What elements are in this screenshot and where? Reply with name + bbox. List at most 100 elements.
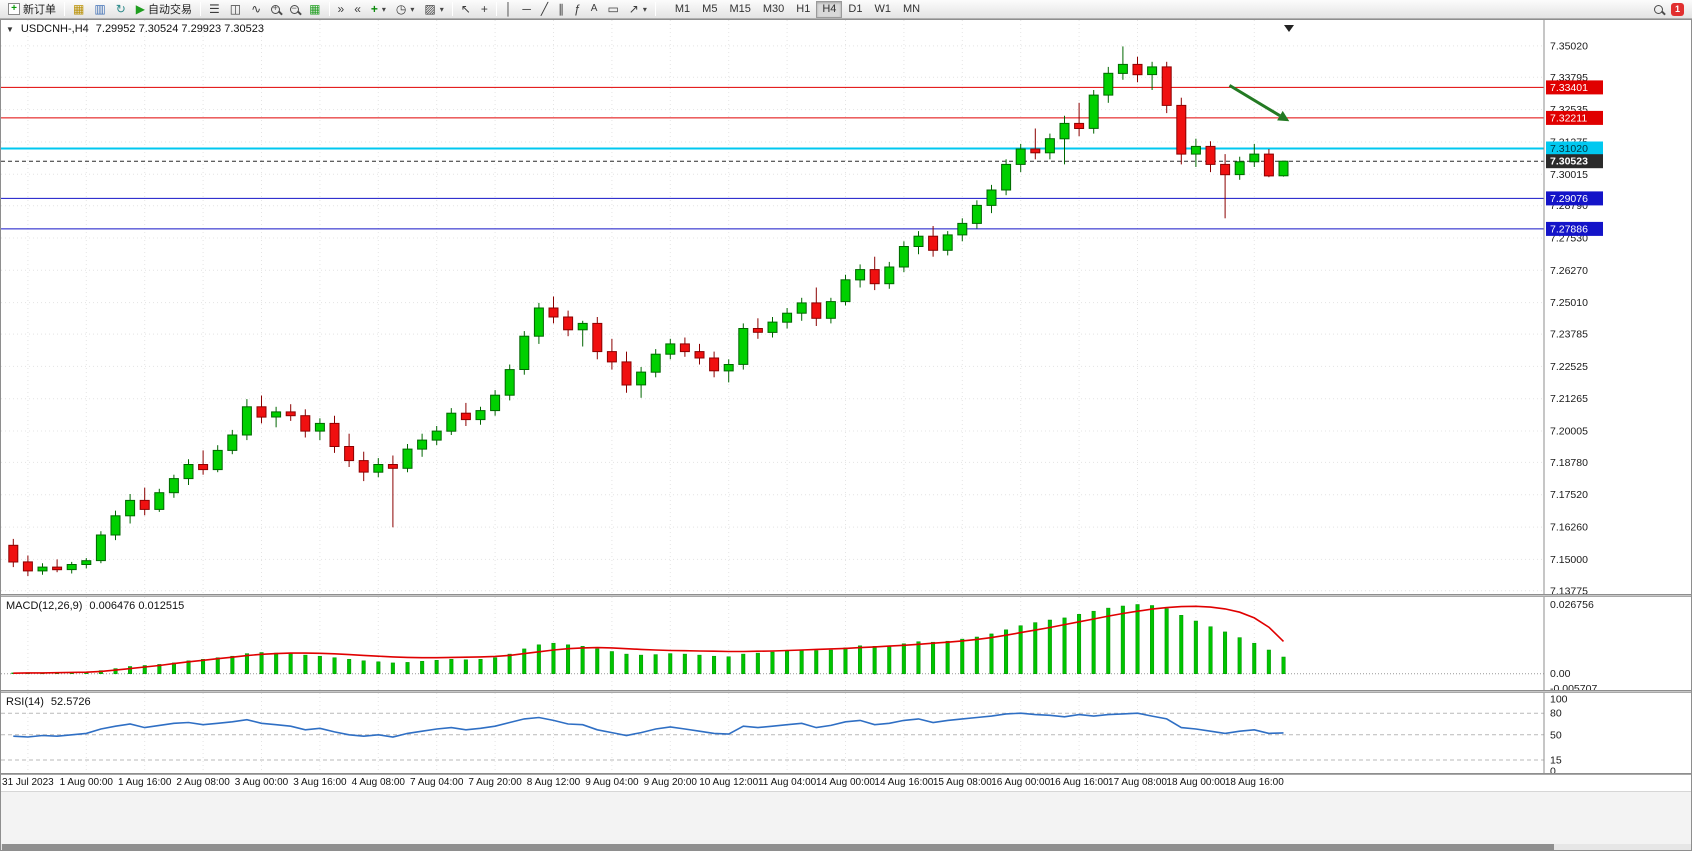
time-label: 1 Aug 00:00 — [59, 777, 113, 788]
svg-text:7.17520: 7.17520 — [1550, 489, 1588, 501]
svg-text:7.25010: 7.25010 — [1550, 297, 1588, 309]
timeframe-button-mn[interactable]: MN — [902, 3, 921, 15]
svg-text:7.30015: 7.30015 — [1550, 169, 1588, 181]
timeframe-button-m1[interactable]: M1 — [674, 3, 691, 15]
dropdown-icon: ▾ — [410, 4, 415, 14]
svg-text:7.27886: 7.27886 — [1550, 223, 1588, 235]
trendline-icon: ╱ — [540, 2, 549, 16]
line-chart-button[interactable]: ∿ — [246, 1, 266, 18]
macd-axis-labels: 0.026756 0.00 -0.005707 — [1550, 599, 1597, 690]
chart-title: ▼ USDCNH-,H4 7.29952 7.30524 7.29923 7.3… — [6, 23, 264, 35]
scrollbar-thumb[interactable] — [2, 844, 1554, 850]
macd-chart[interactable]: 0.026756 0.00 -0.005707 — [1, 597, 1691, 690]
channel-icon: ∥ — [558, 2, 565, 16]
time-label: 7 Aug 04:00 — [409, 777, 464, 788]
profiles-button[interactable]: ▥ — [89, 1, 110, 18]
timeframe-button-w1[interactable]: W1 — [874, 3, 891, 15]
timeframe-button-h1[interactable]: H1 — [796, 3, 811, 15]
svg-text:7.26270: 7.26270 — [1550, 265, 1588, 277]
indicators-button[interactable]: + ▾ — [366, 1, 391, 18]
separator — [64, 2, 65, 16]
svg-text:100: 100 — [1550, 693, 1568, 705]
time-axis: 31 Jul 2023 1 Aug 00:00 1 Aug 16:00 2 Aug 0… — [1, 775, 1691, 791]
refresh-button[interactable]: ↻ — [111, 1, 131, 18]
templates-button[interactable]: ▨ ▾ — [419, 1, 448, 18]
bar-chart-icon: ☰ — [208, 2, 220, 16]
auto-scroll-icon: » — [337, 2, 345, 16]
rsi-level-lines — [1, 712, 1544, 761]
tile-windows-button[interactable]: ▦ — [304, 1, 325, 18]
charts-grid-button[interactable]: ▦ — [68, 1, 89, 18]
trend-arrow[interactable] — [1228, 84, 1290, 122]
macd-signal-line — [13, 605, 1285, 674]
text-icon: A — [590, 3, 598, 14]
timeframe-button-m15[interactable]: M15 — [729, 3, 751, 15]
arrows-button[interactable]: ↗ ▾ — [624, 1, 652, 18]
macd-title: MACD(12,26,9) 0.006476 0.012515 — [6, 600, 184, 612]
collapse-triangle-icon[interactable]: ▼ — [6, 24, 14, 34]
rsi-axis-labels: 100 80 50 150 — [1550, 693, 1568, 773]
timeframe-button-h4[interactable]: H4 — [816, 0, 843, 18]
charts-grid-icon: ▦ — [73, 2, 85, 16]
cursor-button[interactable]: ↖ — [456, 1, 476, 18]
notification-badge[interactable]: 1 — [1671, 2, 1684, 16]
new-order-button[interactable]: + 新订单 — [3, 1, 61, 18]
timeframe-button-m5[interactable]: M5 — [702, 3, 718, 15]
svg-text:7.18780: 7.18780 — [1550, 457, 1588, 469]
horizontal-line-button[interactable]: ─ — [517, 1, 536, 18]
indicators-icon: + — [370, 2, 378, 16]
horizontal-scrollbar[interactable] — [1, 844, 1691, 850]
candlestick-chart-button[interactable]: ◫ — [225, 1, 246, 18]
rsi-chart[interactable]: 100 80 50 150 — [1, 693, 1691, 773]
autotrading-label: 自动交易 — [147, 4, 192, 16]
chart-shift-button[interactable]: « — [349, 1, 366, 18]
chart-window: 7.350207.337957.325357.312757.300157.287… — [0, 19, 1692, 851]
timeframe-group: M1 M5 M15 M30 H1 H4 D1 W1 MN — [669, 0, 926, 18]
svg-text:-0.005707: -0.005707 — [1550, 683, 1597, 690]
time-label: 16 Aug 16:00 — [1049, 777, 1109, 788]
timeframe-button-m30[interactable]: M30 — [762, 3, 785, 15]
fibonacci-button[interactable]: ƒ — [569, 1, 586, 18]
dropdown-icon: ▾ — [642, 4, 647, 14]
bar-chart-button[interactable]: ☰ — [204, 1, 225, 18]
svg-text:7.30523: 7.30523 — [1550, 156, 1588, 168]
chart-shift-icon: « — [354, 2, 361, 16]
refresh-icon: ↻ — [115, 2, 126, 16]
price-chart[interactable]: 7.350207.337957.325357.312757.300157.287… — [1, 20, 1691, 594]
toolbar: + 新订单 ▦ ▥ ↻ ▶ 自动交易 ☰ ◫ ∿ + − ▦ » « + ▾ ◷ ▾… — [0, 0, 1692, 19]
time-label: 17 Aug 08:00 — [1108, 777, 1167, 788]
crosshair-button[interactable]: + — [476, 1, 493, 18]
panel-separator[interactable] — [1, 594, 1691, 597]
zoom-out-icon: − — [290, 3, 300, 14]
channel-button[interactable]: ∥ — [553, 1, 569, 18]
svg-text:7.29076: 7.29076 — [1550, 193, 1588, 205]
search-icon[interactable] — [1654, 4, 1663, 14]
zoom-in-icon: + — [271, 3, 281, 14]
time-label: 9 Aug 04:00 — [585, 777, 639, 788]
autotrading-button[interactable]: ▶ 自动交易 — [131, 1, 197, 18]
text-button[interactable]: A — [586, 1, 603, 18]
macd-histogram — [11, 604, 1286, 675]
svg-text:0.00: 0.00 — [1550, 668, 1571, 680]
separator — [328, 2, 330, 16]
time-label: 16 Aug 00:00 — [991, 777, 1051, 788]
svg-text:7.15000: 7.15000 — [1550, 554, 1588, 566]
clock-icon: ◷ — [395, 2, 407, 16]
timeframe-button-d1[interactable]: D1 — [848, 3, 863, 15]
vertical-line-button[interactable]: │ — [500, 1, 518, 18]
timeframes-menu-button[interactable]: ◷ ▾ — [391, 1, 420, 18]
auto-scroll-button[interactable]: » — [333, 1, 350, 18]
rsi-label: RSI(14) — [6, 696, 44, 708]
panel-separator[interactable] — [1, 690, 1691, 693]
time-label: 1 Aug 16:00 — [117, 777, 172, 788]
zoom-in-button[interactable]: + — [266, 1, 285, 18]
level-lines[interactable] — [1, 86, 1544, 230]
time-label: 7 Aug 20:00 — [468, 777, 522, 788]
arrow-tool-icon: ↗ — [628, 2, 639, 16]
text-label-button[interactable]: ▭ — [602, 1, 623, 18]
zoom-out-button[interactable]: − — [285, 1, 304, 18]
rsi-value: 52.5726 — [50, 696, 91, 708]
autotrading-icon: ▶ — [135, 2, 145, 16]
trendline-button[interactable]: ╱ — [536, 1, 553, 18]
window-filler — [1, 791, 1691, 844]
